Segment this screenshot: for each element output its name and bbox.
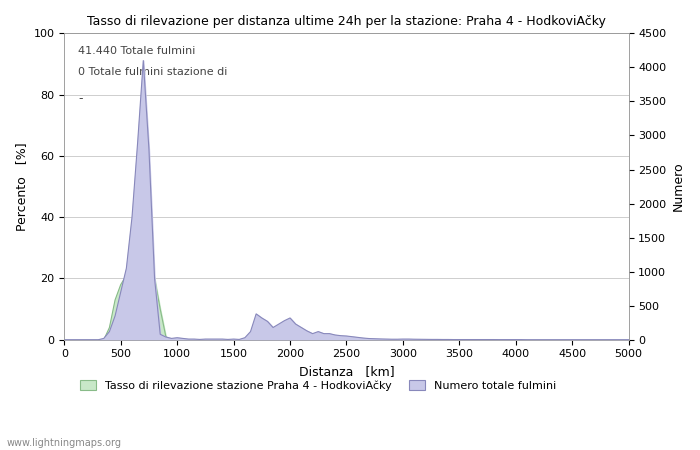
Text: www.lightningmaps.org: www.lightningmaps.org — [7, 438, 122, 448]
Y-axis label: Numero: Numero — [672, 162, 685, 211]
Title: Tasso di rilevazione per distanza ultime 24h per la stazione: Praha 4 - HodkoviA: Tasso di rilevazione per distanza ultime… — [87, 15, 606, 28]
Y-axis label: Percento   [%]: Percento [%] — [15, 142, 28, 231]
Text: 0 Totale fulmini stazione di: 0 Totale fulmini stazione di — [78, 67, 228, 77]
Text: 41.440 Totale fulmini: 41.440 Totale fulmini — [78, 45, 196, 56]
Legend: Tasso di rilevazione stazione Praha 4 - HodkoviAčky, Numero totale fulmini: Tasso di rilevazione stazione Praha 4 - … — [76, 376, 561, 396]
X-axis label: Distanza   [km]: Distanza [km] — [299, 365, 394, 378]
Text: -: - — [78, 91, 83, 104]
